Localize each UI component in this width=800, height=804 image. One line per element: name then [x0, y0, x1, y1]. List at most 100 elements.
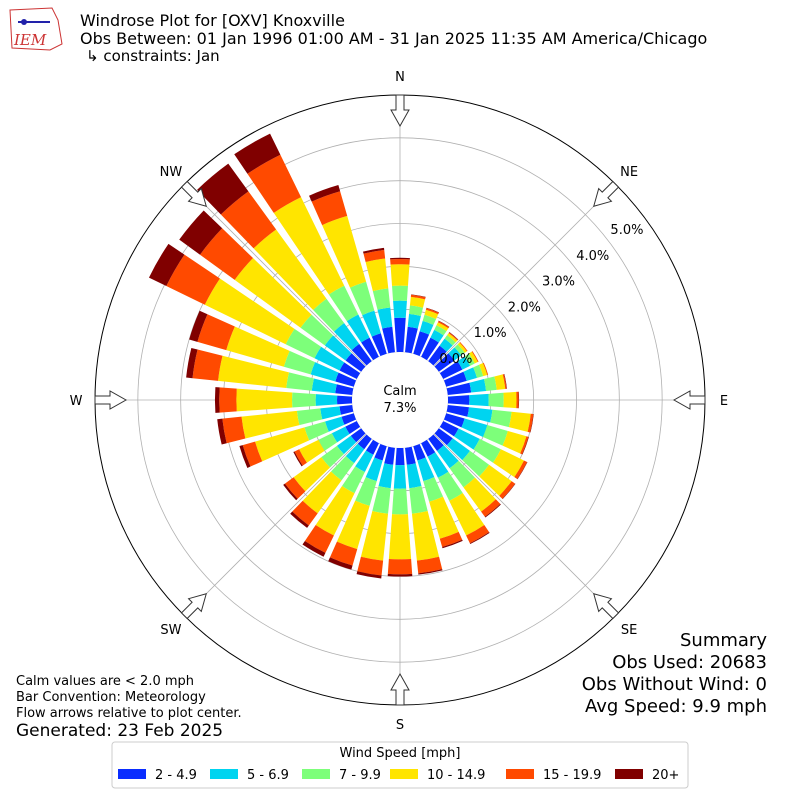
- bar-segment: [283, 483, 298, 501]
- legend-label: 7 - 9.9: [339, 768, 381, 783]
- bar-segment: [411, 510, 440, 561]
- bar-segment: [371, 333, 387, 357]
- bar-segment: [247, 154, 302, 213]
- grid-spoke: [433, 184, 616, 367]
- flow-arrow: [593, 593, 620, 620]
- arrow-shape: [593, 593, 620, 620]
- legend-label: 2 - 4.9: [155, 768, 197, 783]
- bar-segment: [518, 391, 520, 409]
- bar-segment: [302, 471, 342, 514]
- bar-segment: [522, 436, 529, 455]
- bar-segment: [462, 450, 490, 477]
- grid-spoke: [184, 184, 367, 367]
- bar-segment: [426, 307, 440, 313]
- legend-box: [111, 741, 689, 789]
- bar-segment: [300, 314, 334, 346]
- bar-segment: [428, 345, 447, 366]
- bar-segment: [293, 451, 303, 467]
- bar-segment: [214, 387, 220, 413]
- direction-label: S: [396, 718, 404, 733]
- bar-segment: [459, 341, 468, 352]
- bar-segment: [499, 481, 516, 499]
- bar-segment: [335, 384, 354, 395]
- bar-segment: [310, 362, 339, 382]
- bar-segment: [304, 525, 334, 553]
- bar-segment: [255, 427, 310, 462]
- bar-segment: [239, 445, 251, 468]
- chart-title: Windrose Plot for [OXV] Knoxville: [80, 11, 345, 30]
- arrow-shape: [390, 94, 410, 128]
- bar-segment: [446, 382, 472, 395]
- bar-segment: [204, 278, 295, 345]
- bar-segment: [292, 500, 318, 526]
- bar-segment: [393, 300, 407, 318]
- bar-segment: [514, 460, 528, 480]
- bar-segment: [286, 372, 314, 391]
- bar-segment: [454, 344, 465, 356]
- direction-label: SE: [621, 623, 637, 638]
- bar-segment: [481, 499, 501, 517]
- bar-segment: [439, 531, 463, 548]
- bar-segment: [425, 308, 439, 315]
- bar-segment: [189, 310, 208, 342]
- bar-segment: [448, 332, 459, 341]
- bar-segment: [461, 418, 488, 437]
- bar-segment: [395, 447, 405, 466]
- bar-segment: [421, 439, 436, 457]
- bar-segment: [417, 457, 435, 482]
- r-tick-label: 2.0%: [508, 300, 541, 315]
- calm-label: Calm: [383, 384, 416, 399]
- bar-segment: [516, 391, 519, 409]
- bar-segment: [355, 477, 377, 506]
- calm-circle: [352, 352, 448, 448]
- bar-segment: [357, 556, 384, 576]
- bar-segment: [226, 326, 290, 367]
- bar-segment: [313, 298, 345, 332]
- logo: IEM: [9, 7, 63, 51]
- bar-segment: [468, 351, 478, 364]
- bar-segment: [413, 443, 426, 461]
- bar-segment: [439, 421, 459, 437]
- bar-segment: [466, 525, 490, 544]
- chart-subtitle: Obs Between: 01 Jan 1996 01:00 AM - 31 J…: [80, 29, 707, 48]
- bar-segment: [479, 363, 488, 377]
- bar-segment: [342, 466, 365, 494]
- direction-label: N: [395, 70, 405, 85]
- legend-label: 5 - 6.9: [247, 768, 289, 783]
- bar-segment: [351, 343, 372, 366]
- bar-segment: [419, 320, 434, 335]
- logo-text: IEM: [13, 31, 47, 49]
- direction-label: NW: [160, 165, 183, 180]
- bar-segment: [527, 413, 534, 433]
- bar-segment: [430, 329, 444, 343]
- bar-segment: [409, 305, 424, 317]
- bar-segment: [382, 326, 395, 354]
- r-tick-label: 5.0%: [610, 223, 643, 238]
- r-tick-label: 3.0%: [542, 275, 575, 290]
- arrow-shape: [180, 180, 207, 207]
- bar-segment: [508, 411, 531, 432]
- bar-segment: [469, 379, 487, 393]
- bar-segment: [236, 388, 293, 412]
- bar-segment: [429, 496, 459, 539]
- bar-segment: [392, 285, 408, 301]
- bar-segment: [296, 408, 323, 426]
- bar-segment: [346, 314, 370, 343]
- bar-segment: [372, 288, 391, 310]
- bar-segment: [320, 406, 341, 420]
- bar-segment: [393, 464, 407, 489]
- bar-segment: [197, 163, 249, 215]
- legend-swatch: [506, 769, 534, 779]
- bar-segment: [304, 421, 329, 441]
- legend-swatch: [118, 769, 146, 779]
- bar-segment: [494, 374, 506, 390]
- flow-arrow: [180, 593, 207, 620]
- bar-segment: [372, 486, 391, 514]
- legend-swatch: [615, 769, 643, 779]
- bar-segment: [390, 259, 410, 265]
- bar-segment: [413, 331, 430, 357]
- bar-segment: [438, 320, 450, 328]
- grid-spoke: [433, 433, 616, 616]
- legend-swatch: [302, 769, 330, 779]
